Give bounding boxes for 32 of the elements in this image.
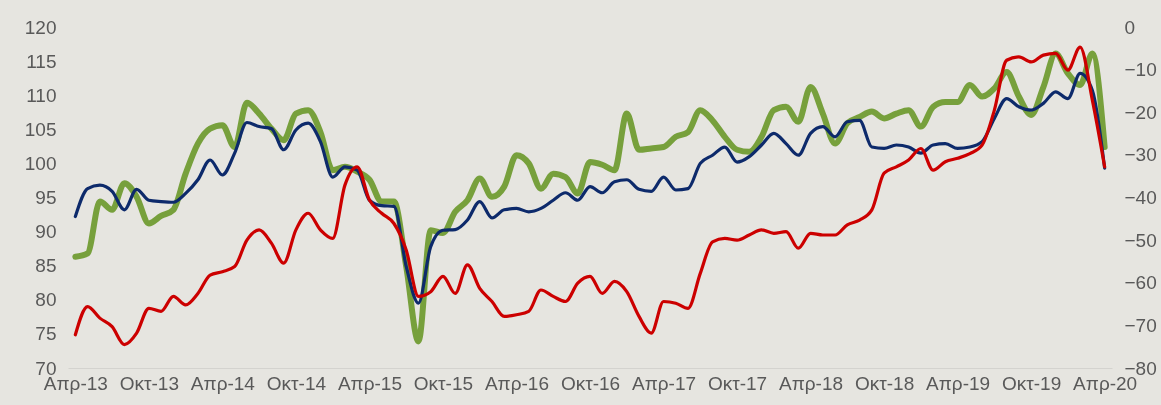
y-tick-label: 100 xyxy=(24,152,57,174)
x-tick-label: Απρ-15 xyxy=(337,372,402,394)
line-series xyxy=(73,71,1107,305)
y-tick-label: 115 xyxy=(26,50,57,72)
y-tick-label: 95 xyxy=(35,187,57,208)
x-tick-label: Οκτ-17 xyxy=(707,372,768,394)
y-tick-label: 110 xyxy=(26,84,57,106)
y2-tick-label: −50 xyxy=(1124,229,1157,251)
y2-tick-label: −70 xyxy=(1124,314,1157,336)
y2-tick-label: 0 xyxy=(1124,16,1136,38)
x-tick-label: Οκτ-15 xyxy=(413,372,474,394)
x-tick-label: Οκτ-18 xyxy=(854,372,915,394)
y-tick-label: 75 xyxy=(35,323,57,345)
x-tick-label: Οκτ-13 xyxy=(119,372,179,394)
y-tick-label: 120 xyxy=(24,16,57,38)
y2-tick-label: −40 xyxy=(1124,187,1157,208)
x-tick-label: Απρ-14 xyxy=(190,372,256,394)
y2-tick-label: −20 xyxy=(1124,101,1157,123)
y-tick-label: 90 xyxy=(35,221,57,243)
x-tick-label: Απρ-18 xyxy=(779,372,844,394)
y2-tick-label: −10 xyxy=(1124,59,1157,81)
y-tick-label: 80 xyxy=(35,289,57,311)
x-tick-label: Απρ-19 xyxy=(926,372,991,394)
y-tick-label: 105 xyxy=(24,118,57,140)
x-tick-label: Απρ-17 xyxy=(631,372,697,394)
x-tick-label: Οκτ-16 xyxy=(560,372,621,394)
y-tick-label: 85 xyxy=(35,255,57,277)
x-tick-label: Οκτ-19 xyxy=(1002,372,1062,394)
x-tick-label: Οκτ-14 xyxy=(266,372,327,394)
y2-tick-label: −60 xyxy=(1124,272,1157,294)
x-tick-label: Απρ-16 xyxy=(484,372,550,394)
y2-tick-label: −30 xyxy=(1124,144,1157,166)
